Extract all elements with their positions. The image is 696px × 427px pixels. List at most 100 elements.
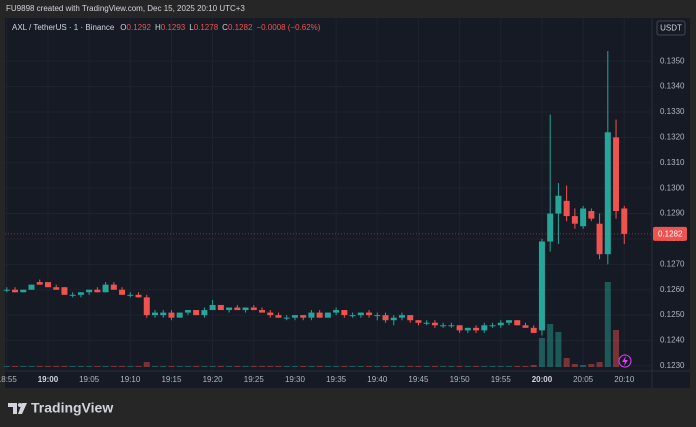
volume-bar xyxy=(324,366,331,367)
candle-body xyxy=(12,289,19,293)
y-tick-label: 0.1350 xyxy=(660,56,685,65)
x-tick-label: 19:15 xyxy=(161,375,182,384)
candle-body xyxy=(382,315,389,321)
volume-bar xyxy=(209,366,216,367)
candle-body xyxy=(234,307,241,311)
volume-bar xyxy=(571,364,578,367)
volume-bar xyxy=(374,366,381,367)
volume-bar xyxy=(538,338,545,367)
candle-body xyxy=(448,325,455,327)
candle-body xyxy=(333,310,340,313)
candle-body xyxy=(94,289,101,293)
candle-body xyxy=(308,312,315,318)
candle-body xyxy=(324,312,331,318)
candle-body xyxy=(77,292,84,295)
candle-body xyxy=(456,325,463,331)
y-tick-label: 0.1320 xyxy=(660,132,685,141)
x-tick-label: 19:00 xyxy=(38,375,59,384)
y-tick-label: 0.1250 xyxy=(660,310,685,319)
y-tick-label: 0.1240 xyxy=(660,336,685,345)
candle-body xyxy=(398,315,405,318)
volume-bar xyxy=(604,282,611,367)
volume-bar xyxy=(86,366,93,367)
candle-body xyxy=(20,289,27,293)
volume-bar xyxy=(522,366,529,367)
volume-bar xyxy=(110,366,117,367)
candle-body xyxy=(250,307,257,311)
y-tick-label: 0.1290 xyxy=(660,209,685,218)
volume-bar xyxy=(291,366,298,367)
volume-bar xyxy=(193,366,200,367)
volume-bar xyxy=(613,330,620,367)
x-tick-label: 19:20 xyxy=(203,375,224,384)
volume-bar xyxy=(448,366,455,367)
candle-body xyxy=(497,322,504,326)
volume-bar xyxy=(201,366,208,367)
volume-bar xyxy=(357,366,364,367)
candle-body xyxy=(596,223,603,255)
volume-bar xyxy=(151,366,158,367)
volume-bar xyxy=(308,366,315,367)
volume-bar xyxy=(423,366,430,367)
volume-bar xyxy=(53,366,60,367)
y-tick-label: 0.1310 xyxy=(660,158,685,167)
last-price-tag xyxy=(653,226,687,241)
ohlc-value: 0.1282 xyxy=(228,23,253,32)
candle-body xyxy=(473,327,480,331)
volume-bar xyxy=(12,366,19,367)
y-tick-label: 0.1300 xyxy=(660,183,685,192)
x-tick-label: 19:45 xyxy=(408,375,429,384)
ohlc-value: 0.1293 xyxy=(161,23,186,32)
volume-bar xyxy=(382,366,389,367)
candle-body xyxy=(61,287,68,295)
candle-body xyxy=(522,325,529,328)
volume-bar xyxy=(316,366,323,367)
candle-body xyxy=(571,216,578,224)
volume-bar xyxy=(160,366,167,367)
candle-body xyxy=(464,327,471,331)
candle-body xyxy=(440,325,447,327)
candle-body xyxy=(489,325,496,327)
volume-bar xyxy=(349,366,356,367)
candle-body xyxy=(481,325,488,331)
volume-bar xyxy=(250,366,257,367)
volume-bar xyxy=(588,364,595,367)
y-tick-label: 0.1270 xyxy=(660,259,685,268)
volume-bar xyxy=(135,366,142,367)
ohlc-key: O xyxy=(120,23,126,32)
legend: AXL / TetherUS · 1 · Binance O0.1292 H0.12… xyxy=(12,23,321,32)
candle-body xyxy=(3,289,10,291)
symbol: AXL / TetherUS · 1 · Binance xyxy=(12,23,115,32)
volume-bar xyxy=(226,366,233,367)
volume-bar xyxy=(69,366,76,367)
candle-body xyxy=(209,304,216,311)
volume-bar xyxy=(168,366,175,367)
candle-body xyxy=(283,317,290,319)
change: −0.0008 (−0.62%) xyxy=(256,23,320,32)
x-tick-label: 19:25 xyxy=(244,375,265,384)
candle-body xyxy=(53,287,60,290)
volume-bar xyxy=(283,366,290,367)
ohlc-value: 0.1278 xyxy=(194,23,219,32)
volume-bar xyxy=(366,366,373,367)
candle-body xyxy=(259,310,266,313)
ohlc-key: C xyxy=(222,23,228,32)
candle-body xyxy=(580,208,587,227)
volume-bar xyxy=(333,366,340,367)
volume-bar xyxy=(514,366,521,367)
candle-body xyxy=(514,320,521,326)
candle-body xyxy=(168,312,175,318)
candle-body xyxy=(119,289,126,295)
volume-bar xyxy=(580,365,587,367)
candle-body xyxy=(316,312,323,318)
candle-body xyxy=(415,320,422,323)
x-tick-label: 20:10 xyxy=(614,375,635,384)
x-tick-label: 19:40 xyxy=(367,375,388,384)
volume-bar xyxy=(473,366,480,367)
candle-body xyxy=(143,297,150,316)
candle-body xyxy=(135,294,142,298)
candle-body xyxy=(127,294,134,296)
candle-body xyxy=(267,312,274,316)
